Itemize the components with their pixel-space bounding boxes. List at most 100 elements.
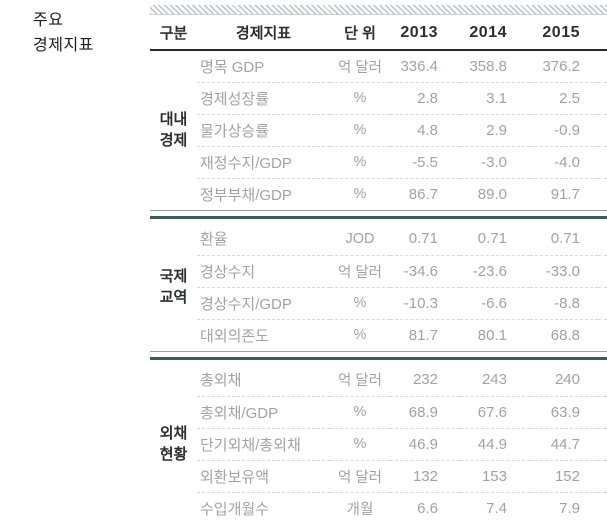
unit-cell: 억 달러 <box>330 459 390 492</box>
value-cell-2015: -8.8 <box>530 286 598 319</box>
value-cell-2015: 376.2 <box>542 57 580 75</box>
filler-cell <box>598 286 607 319</box>
section-separator-teal-bar <box>150 215 607 219</box>
section-separator-cell <box>150 209 607 223</box>
value-cell-2013: -34.6 <box>390 254 460 287</box>
unit-cell: JOD <box>345 230 375 247</box>
category-line: 경제 <box>159 132 188 150</box>
value-cell-2014: -6.6 <box>460 286 530 319</box>
section-separator-lines <box>150 352 607 364</box>
value-cell-2013: 132 <box>390 459 460 492</box>
unit-cell: % <box>330 177 390 210</box>
table-row: 경상수지/GDP% -10.3 -6.6 -8.8 <box>150 286 607 319</box>
value-cell-2014: 89.0 <box>460 177 530 210</box>
filler-cell <box>598 145 607 178</box>
unit-cell: 억 달러 <box>337 373 383 390</box>
unit-cell: 개월 <box>330 491 390 524</box>
filler-cell <box>598 318 607 351</box>
header-year-2013: 2013 <box>390 16 460 51</box>
value-cell-2015: 68.8 <box>530 318 598 351</box>
table-row: 재정수지/GDP% -5.5 -3.0 -4.0 <box>150 145 607 178</box>
table-header: 구분 경제지표 단 위 2013 2014 2015 <box>150 16 607 51</box>
table-row: 물가상승률% 4.8 2.9 -0.9 <box>150 113 607 146</box>
hatch-pattern-bar <box>150 5 607 15</box>
header-filler <box>598 16 607 51</box>
value-cell-2015: -0.9 <box>530 113 598 146</box>
category-line: 외채 <box>159 425 188 442</box>
section-separator-teal-bar <box>150 356 607 360</box>
indicator-cell: 환율 <box>200 231 228 249</box>
value-cell-2014: 3.1 <box>460 81 530 114</box>
table-row: 총외채/GDP% 68.9 67.6 63.9 <box>150 395 607 428</box>
category-cell: 국제 교역 <box>150 223 197 351</box>
table-row: 단기외채/총외채% 46.9 44.9 44.7 <box>150 427 607 460</box>
value-cell-2013: -10.3 <box>390 286 460 319</box>
table-row: 정부부채/GDP% 86.7 89.0 91.7 <box>150 177 607 210</box>
filler-cell <box>598 177 607 210</box>
value-cell-2013: -5.5 <box>390 145 460 178</box>
filler-cell <box>598 459 607 492</box>
unit-cell: % <box>330 286 390 319</box>
header-year-2015: 2015 <box>530 16 598 51</box>
indicator-cell: 총외채 <box>200 372 242 390</box>
value-cell-2015: -33.0 <box>530 254 598 287</box>
filler-cell <box>598 491 607 524</box>
indicator-cell: 경상수지/GDP <box>197 286 330 319</box>
value-cell-2013: 336.4 <box>400 57 438 75</box>
filler-cell <box>598 427 607 460</box>
value-cell-2015: 7.9 <box>530 491 598 524</box>
table-row: 경제성장률% 2.8 3.1 2.5 <box>150 81 607 114</box>
section-separator <box>150 350 607 364</box>
value-cell-2013: 6.6 <box>390 491 460 524</box>
value-cell-2013: 86.7 <box>390 177 460 210</box>
filler-cell <box>598 81 607 114</box>
indicator-cell: 대외의존도 <box>197 318 330 351</box>
unit-cell: % <box>330 395 390 428</box>
header-indicator: 경제지표 <box>197 16 330 51</box>
value-cell-2014: 153 <box>460 459 530 492</box>
table-row: 대외의존도% 81.7 80.1 68.8 <box>150 318 607 351</box>
filler-cell <box>598 395 607 428</box>
value-cell-2013: 2.8 <box>390 81 460 114</box>
indicator-cell: 물가상승률 <box>197 113 330 146</box>
value-cell-2015: 44.7 <box>530 427 598 460</box>
filler-cell <box>598 50 607 82</box>
value-cell-2015: -4.0 <box>530 145 598 178</box>
value-cell-2015: 63.9 <box>530 395 598 428</box>
value-cell-2015: 240 <box>554 371 580 389</box>
value-cell-2014: -23.6 <box>460 254 530 287</box>
value-cell-2013: 81.7 <box>390 318 460 351</box>
value-cell-2014: 243 <box>481 371 507 389</box>
value-cell-2014: 358.8 <box>469 57 507 75</box>
category-line: 교역 <box>159 288 188 306</box>
category-line: 현황 <box>159 446 188 463</box>
value-cell-2015: 2.5 <box>530 81 598 114</box>
value-cell-2014: 2.9 <box>460 113 530 146</box>
table-row: 경상수지 억 달러 -34.6 -23.6 -33.0 <box>150 254 607 287</box>
indicator-cell: 외환보유액 <box>197 459 330 492</box>
value-cell-2014: 7.4 <box>460 491 530 524</box>
value-cell-2014: 67.6 <box>460 395 530 428</box>
table-row: 외환보유액 억 달러 132 153 152 <box>150 459 607 492</box>
header-year-2014: 2014 <box>460 16 530 51</box>
unit-cell: 억 달러 <box>330 254 390 287</box>
value-cell-2013: 4.8 <box>390 113 460 146</box>
value-cell-2013: 232 <box>412 371 438 389</box>
header-row: 구분 경제지표 단 위 2013 2014 2015 <box>150 16 607 51</box>
indicator-cell: 총외채/GDP <box>197 395 330 428</box>
header-category: 구분 <box>150 16 197 51</box>
filler-cell <box>598 254 607 287</box>
unit-cell: 억 달러 <box>337 59 383 76</box>
value-cell-2015: 0.71 <box>550 230 580 248</box>
unit-cell: % <box>330 427 390 460</box>
table-row: 국제 교역 환율 JOD 0.71 0.71 0.71 <box>150 223 607 306</box>
unit-cell: % <box>330 81 390 114</box>
header-unit: 단 위 <box>330 16 390 51</box>
indicator-cell: 명목 GDP <box>200 58 265 76</box>
filler-cell <box>598 223 607 255</box>
category-line: 대내 <box>159 111 188 129</box>
indicator-cell: 수입개월수 <box>197 491 330 524</box>
